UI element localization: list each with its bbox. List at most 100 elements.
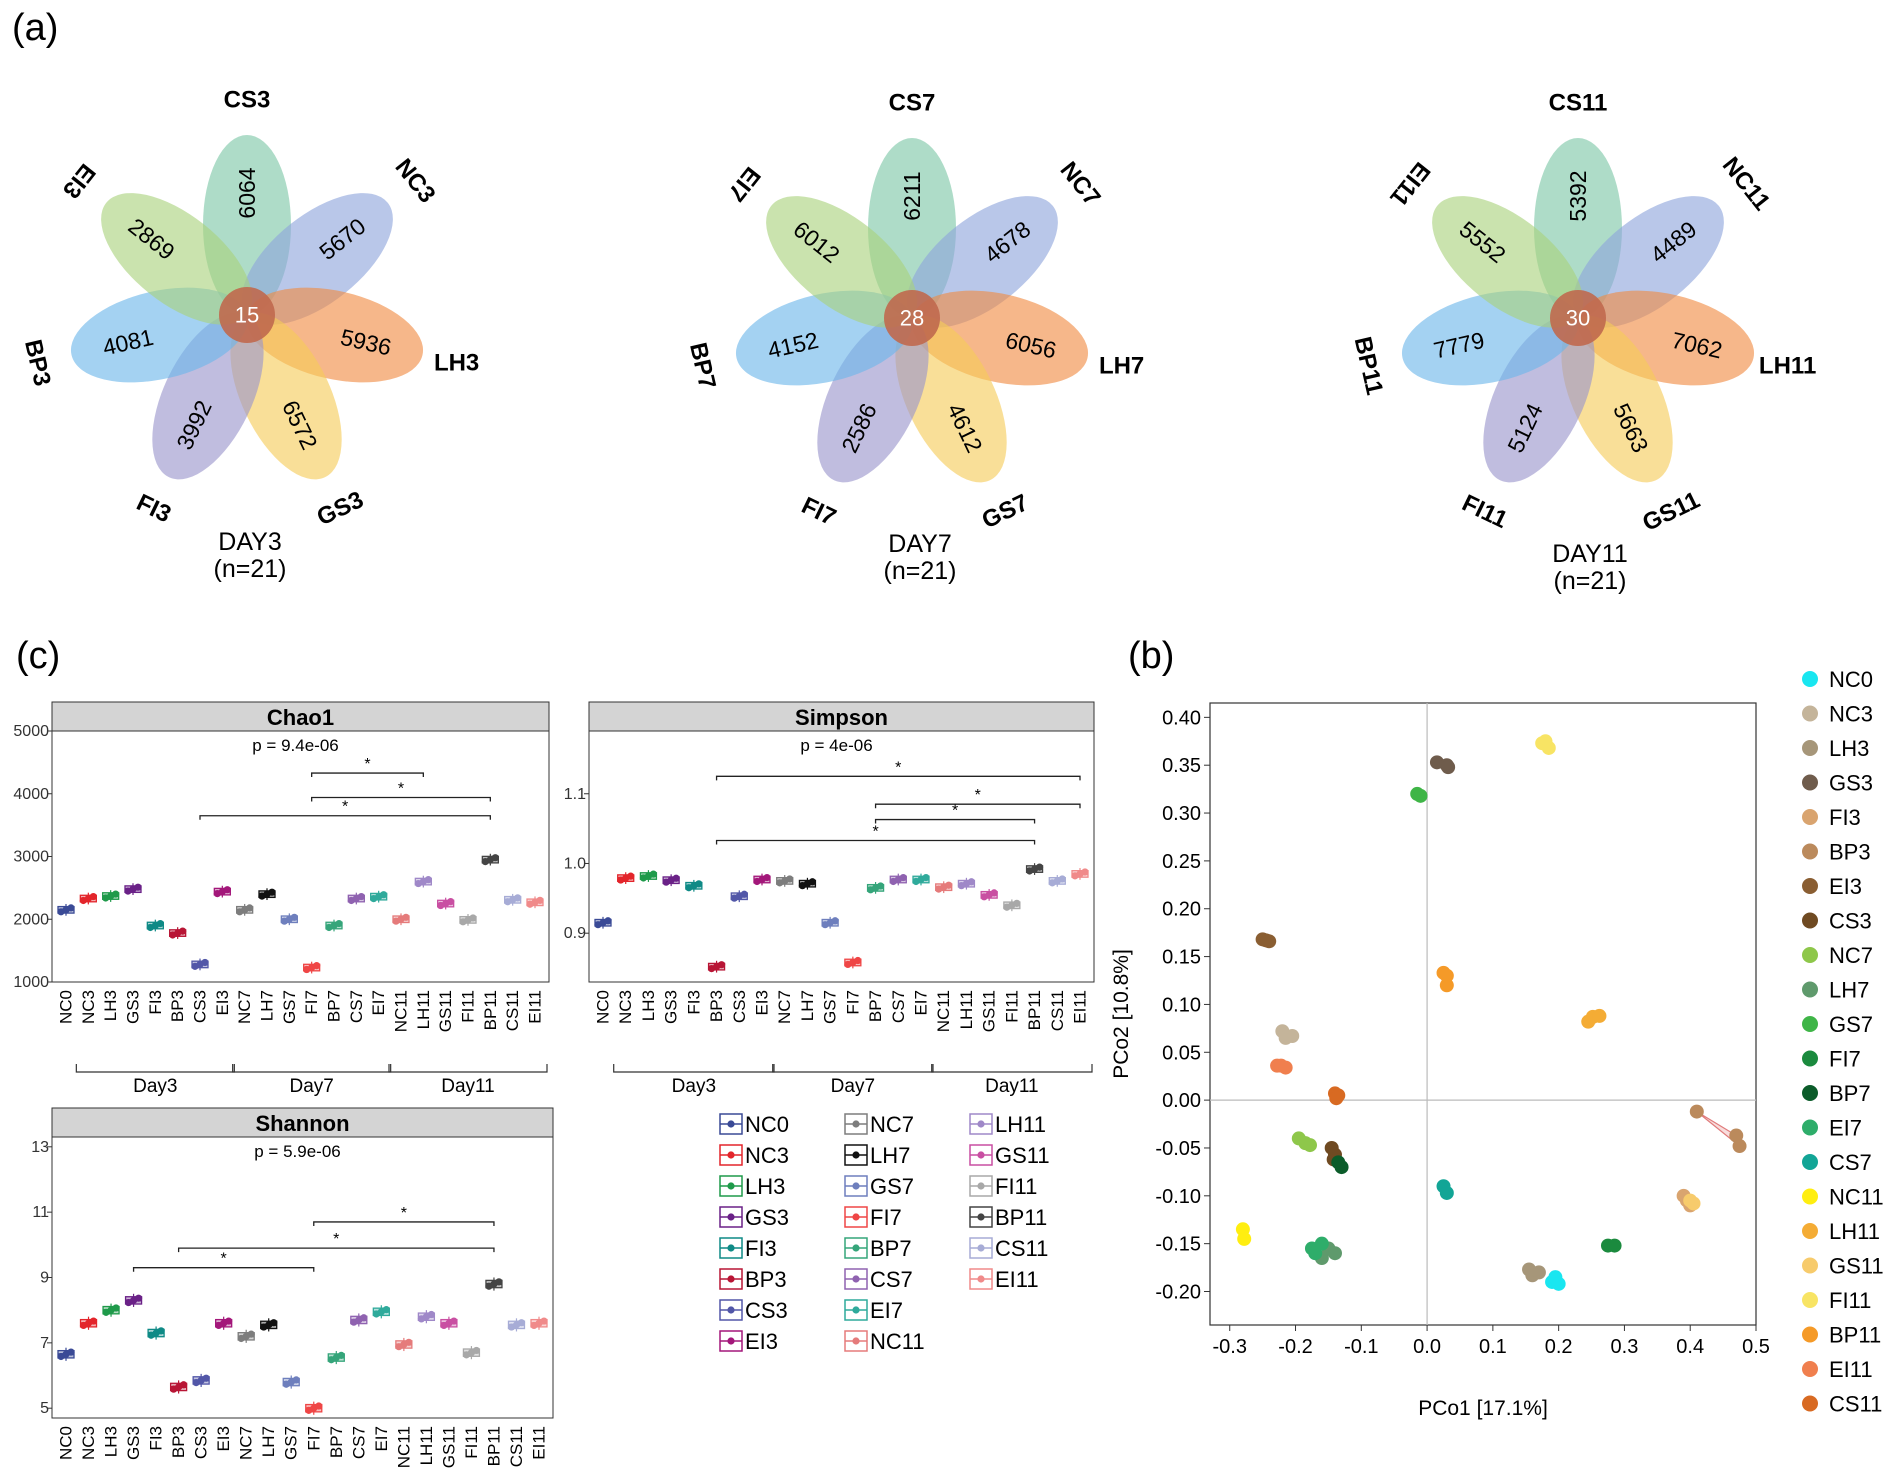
pcoa-legend-dot (1802, 1154, 1818, 1170)
significance-bar (313, 1221, 495, 1226)
pcoa-legend-item-fi3: FI3 (1802, 805, 1861, 830)
box-fi7 (305, 1401, 323, 1415)
legend-item-bp7: BP7 (844, 1236, 912, 1261)
sample-point (380, 891, 388, 899)
sample-point (427, 1310, 435, 1319)
sample-point (134, 883, 142, 891)
box-nc7 (776, 875, 794, 887)
sample-point (246, 904, 254, 912)
significance-bar (874, 803, 1081, 809)
box-ei7 (370, 890, 388, 903)
petal-ei3 (101, 193, 253, 325)
sample-point (922, 873, 930, 882)
sample-point (808, 878, 817, 886)
category-label-gs3: GS3 (662, 990, 681, 1024)
pcoa-legend-label: GS11 (1829, 1254, 1884, 1279)
pcoa-legend-label: GS7 (1829, 1012, 1873, 1037)
x-tick-label: -0.1 (1344, 1336, 1378, 1358)
box-ei3 (753, 873, 771, 886)
pcoa-legend-label: EI3 (1829, 874, 1862, 899)
sample-point (268, 888, 276, 896)
category-label-fi11: FI11 (459, 990, 478, 1023)
petal-ei7 (766, 196, 918, 328)
box-lh7 (258, 888, 276, 901)
pcoa-legend-item-ei3: EI3 (1802, 874, 1862, 899)
box-nc11 (395, 1337, 413, 1352)
box-legend: NC0 NC3 LH3 GS3 FI3 BP3 CS3 EI3 NC7 LH7 GS7 FI7 BP7 C… (719, 1112, 1050, 1354)
plot-area (51, 1136, 554, 1419)
sample-point (517, 1319, 526, 1327)
box-bp11 (1025, 863, 1044, 875)
petal-fi3 (152, 312, 264, 480)
legend-key-dot (977, 1182, 985, 1190)
y-tick-label: 5000 (13, 723, 49, 740)
category-label-gs3: GS3 (124, 990, 143, 1024)
sample-point (67, 904, 75, 912)
significance-star: * (952, 803, 958, 820)
box-gs3 (124, 1293, 143, 1307)
series-fi7 (1600, 1238, 1622, 1253)
pcoa-legend-dot (1802, 1223, 1818, 1239)
category-label-nc0: NC0 (57, 1426, 76, 1460)
facet-title: Simpson (795, 705, 888, 730)
venn-day7: 6211CS74678NC76056LH74612GS72586FI74152B… (684, 90, 1144, 586)
data-point-bp11 (1439, 978, 1454, 993)
petal-shape-fi7 (817, 315, 929, 483)
y-tick-label: 0.9 (564, 925, 586, 942)
legend-item-lh11: LH11 (969, 1112, 1046, 1137)
legend-key-dot (977, 1275, 985, 1283)
category-label-fi7: FI7 (302, 990, 321, 1015)
y-tick-label: 4000 (13, 786, 49, 803)
sample-point (157, 1327, 165, 1335)
significance-star: * (333, 1231, 339, 1248)
sample-point (786, 875, 794, 883)
box-lh3 (102, 1303, 120, 1317)
pcoa-legend-label: NC0 (1829, 667, 1873, 692)
sample-point (514, 894, 522, 902)
category-label-cs3: CS3 (191, 990, 210, 1023)
significance-star: * (872, 823, 878, 840)
box-bp11 (485, 1277, 503, 1291)
box-cs3 (730, 890, 748, 903)
y-tick-label: 0.30 (1162, 803, 1201, 825)
category-label-lh7: LH7 (259, 1426, 278, 1457)
box-fi7 (303, 961, 321, 974)
box-nc11 (392, 913, 410, 926)
box-fi3 (146, 919, 164, 932)
legend-label: CS7 (870, 1267, 913, 1292)
pcoa-legend-dot (1802, 1292, 1818, 1308)
pcoa-legend-item-nc0: NC0 (1802, 667, 1873, 692)
box-cs11 (504, 893, 522, 906)
box-lh3 (102, 890, 120, 902)
category-label-ei7: EI7 (912, 990, 931, 1016)
legend-item-ei3: EI3 (719, 1329, 778, 1354)
series-ei7 (1304, 1236, 1329, 1261)
category-label-cs7: CS7 (349, 1426, 368, 1459)
pcoa-legend-label: EI11 (1829, 1357, 1873, 1382)
sample-point (740, 890, 748, 898)
p-value-label: p = 5.9e-06 (254, 1142, 341, 1161)
legend-item-nc3: NC3 (719, 1143, 789, 1168)
venn-day3: 6064CS35670NC35936LH36572GS33992FI34081B… (19, 87, 479, 584)
sample-point (967, 878, 976, 886)
legend-label: FI7 (870, 1205, 902, 1230)
box-gs11 (437, 897, 455, 910)
legend-label: EI3 (745, 1329, 778, 1354)
category-label-gs11: GS11 (980, 990, 999, 1032)
day-bracket (232, 1064, 392, 1073)
sample-point (604, 917, 612, 925)
day-bracket (388, 1064, 548, 1073)
pcoa-legend-label: EI7 (1829, 1116, 1862, 1141)
legend-key-dot (727, 1337, 735, 1345)
petal-shape-fi3 (152, 312, 264, 480)
venn-day11: 5392CS114489NC117062LH115663GS115124FI11… (1349, 90, 1817, 596)
sample-point (495, 1278, 503, 1286)
pcoa-legend-dot (1802, 705, 1818, 722)
pcoa-legend-item-bp11: BP11 (1802, 1323, 1881, 1348)
petal-label-lh7: LH7 (1099, 352, 1144, 379)
category-label-ei11: EI11 (526, 990, 545, 1024)
legend-item-nc11: NC11 (844, 1329, 925, 1354)
sample-point (469, 914, 477, 922)
category-label-gs11: GS11 (439, 1426, 458, 1468)
